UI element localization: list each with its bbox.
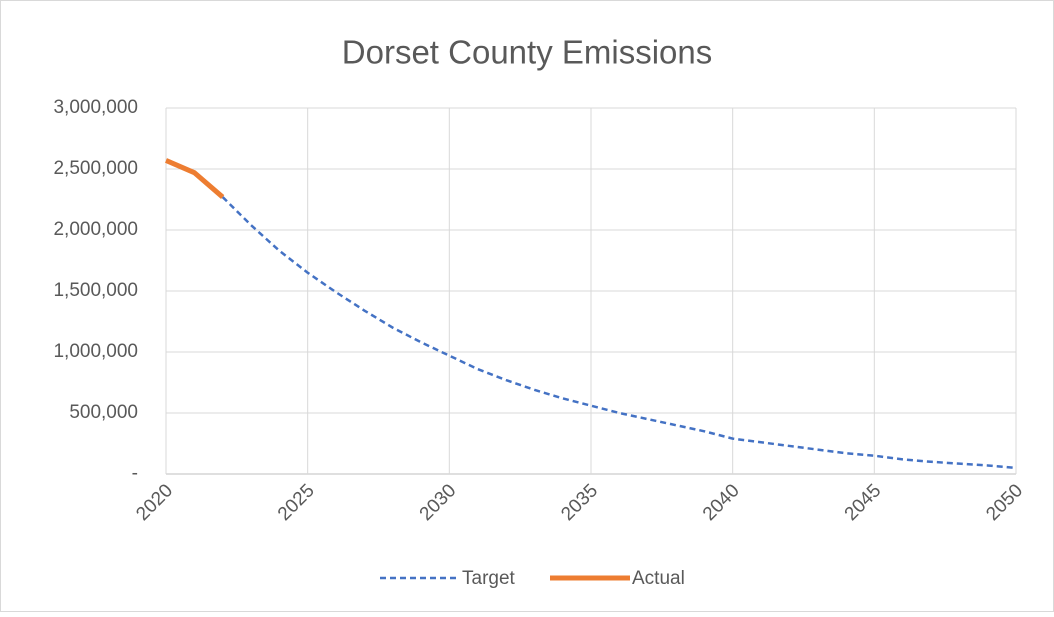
y-tick-label: 1,500,000 — [53, 280, 138, 301]
y-tick-label: 3,000,000 — [53, 97, 138, 118]
legend-label: Actual — [632, 568, 685, 589]
y-tick-label: - — [132, 463, 138, 484]
y-tick-label: 500,000 — [69, 402, 138, 423]
y-tick-label: 2,000,000 — [53, 219, 138, 240]
chart-title: Dorset County Emissions — [342, 34, 712, 71]
y-tick-label: 2,500,000 — [53, 158, 138, 179]
series-line — [221, 196, 1017, 470]
y-tick-label: 1,000,000 — [53, 341, 138, 362]
series-line — [165, 158, 225, 199]
legend-label: Target — [462, 568, 516, 589]
